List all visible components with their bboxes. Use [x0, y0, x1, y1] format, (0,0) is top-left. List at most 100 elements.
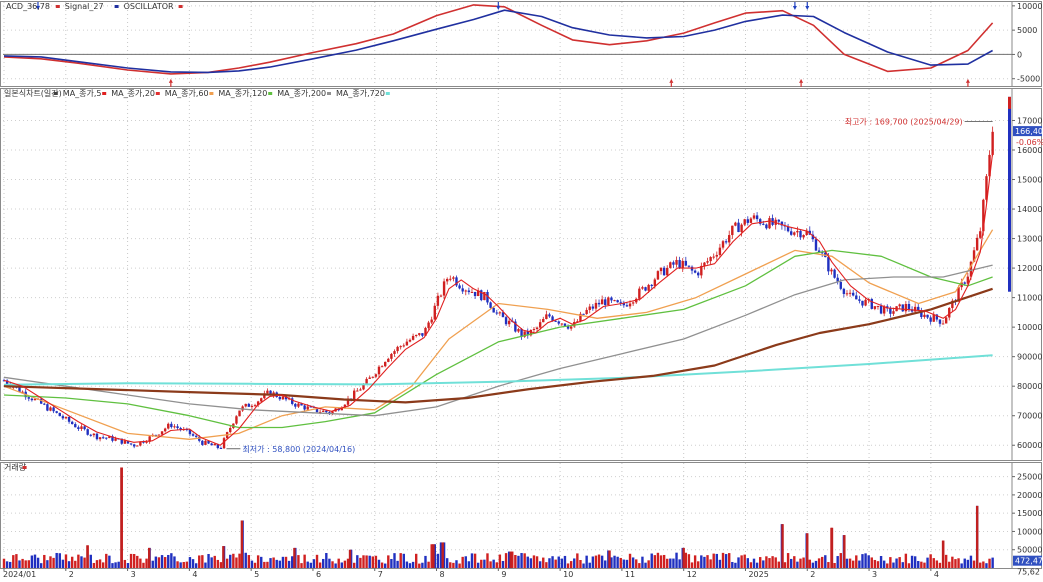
legend-label: MA_종가,720 [336, 89, 385, 98]
volume-bar [27, 560, 30, 568]
candle-body [718, 247, 722, 255]
y-tick-label: 140000 [1017, 205, 1043, 214]
candle-body [80, 426, 83, 429]
volume-bar [250, 560, 254, 568]
volume-bar [219, 562, 223, 568]
candle-body [573, 321, 576, 327]
volume-bar [483, 559, 486, 568]
candle-body [780, 221, 784, 226]
volume-bar [303, 554, 306, 568]
volume-bar [923, 562, 926, 568]
candle-body [836, 277, 839, 283]
candle-body [356, 390, 359, 392]
volume-bar [619, 557, 622, 568]
volume-bar [715, 553, 719, 568]
y-tick-label: 50000 [1017, 546, 1042, 555]
volume-bar [963, 558, 966, 568]
volume-bar [551, 556, 554, 568]
volume-bar [731, 561, 734, 568]
volume-bar-spike [432, 544, 435, 568]
candle-body [393, 351, 396, 354]
y-tick-label: 120000 [1017, 264, 1043, 273]
volume-bar [882, 560, 886, 568]
volume-bar [582, 563, 585, 568]
candle-body [210, 443, 213, 446]
candle-body [306, 406, 309, 410]
volume-bar [449, 562, 452, 568]
volume-bar [275, 559, 278, 568]
volume-bar [334, 563, 337, 568]
candle-body [548, 314, 551, 317]
volume-bar [272, 557, 275, 568]
volume-bar [737, 557, 740, 568]
candle-body [538, 322, 542, 328]
volume-bar [597, 554, 601, 568]
candle-body [569, 326, 573, 329]
x-axis: 2024/01 2 3 4 5 6 7 8 9 10 11 12 2025 2 3 4 [3, 568, 939, 579]
candle-body [256, 401, 260, 406]
candle-body [566, 326, 570, 329]
candle-body [966, 276, 970, 284]
y-tick-label: 0 [1017, 50, 1022, 59]
legend-swatch [155, 92, 160, 95]
candle-body [247, 403, 251, 407]
signal-arrow-icon [792, 6, 797, 10]
candle-body [173, 426, 176, 428]
volume-value-badge [1013, 555, 1042, 566]
volume-bar [340, 562, 344, 568]
volume-bar [318, 562, 322, 568]
candle-body [263, 393, 266, 399]
candle-body [439, 295, 443, 297]
volume-bar [263, 561, 266, 568]
candle-body [768, 218, 771, 229]
volume-bar [867, 555, 870, 568]
y-tick-label: 130000 [1017, 235, 1043, 244]
y-tick-label: -5000 [1017, 75, 1040, 84]
volume-bar [387, 555, 390, 568]
volume-bar [929, 554, 932, 568]
candle-body [461, 288, 464, 292]
volume-bar [526, 556, 529, 568]
volume-bar [145, 558, 148, 568]
candle-body [39, 398, 43, 404]
volume-bar [55, 552, 58, 568]
candle-body [700, 265, 703, 276]
candle-body [697, 272, 700, 276]
x-tick-label: 4 [934, 570, 939, 579]
volume-bar [402, 553, 405, 568]
candle-body [625, 305, 629, 307]
candle-body [628, 303, 632, 307]
volume-bar [879, 556, 883, 568]
volume-bar [569, 561, 573, 568]
candle-body [250, 405, 254, 407]
volume-bar [786, 553, 790, 568]
candle-body [98, 437, 102, 440]
legend-swatch [55, 5, 60, 8]
volume-bar [827, 562, 830, 568]
volume-bar [848, 558, 852, 568]
volume-bar [467, 561, 471, 568]
candle-body [449, 278, 452, 280]
candle-body [52, 407, 55, 412]
candle-body [129, 443, 133, 445]
volume-bar [901, 562, 904, 568]
candle-body [526, 331, 529, 336]
candle-body [749, 218, 753, 223]
candle-body [631, 302, 635, 304]
candle-body [123, 440, 127, 444]
volume-bar [604, 560, 607, 568]
volume-bar [532, 555, 536, 568]
candle-body [49, 407, 52, 411]
candle-body [176, 426, 179, 429]
signal-arrow-icon [805, 6, 810, 10]
volume-bar [765, 556, 768, 568]
volume-bar [70, 556, 74, 568]
candle-body [709, 257, 712, 262]
volume-bar-spike [608, 550, 611, 568]
oscillator-panel: 10000 5000 0 -5000 ACD_36,78 Signal_27 OSCILLA… [3, 2, 1042, 87]
volume-bar [452, 562, 455, 568]
candle-body [802, 235, 805, 238]
volume-bar [74, 560, 77, 568]
candle-body [712, 256, 715, 258]
